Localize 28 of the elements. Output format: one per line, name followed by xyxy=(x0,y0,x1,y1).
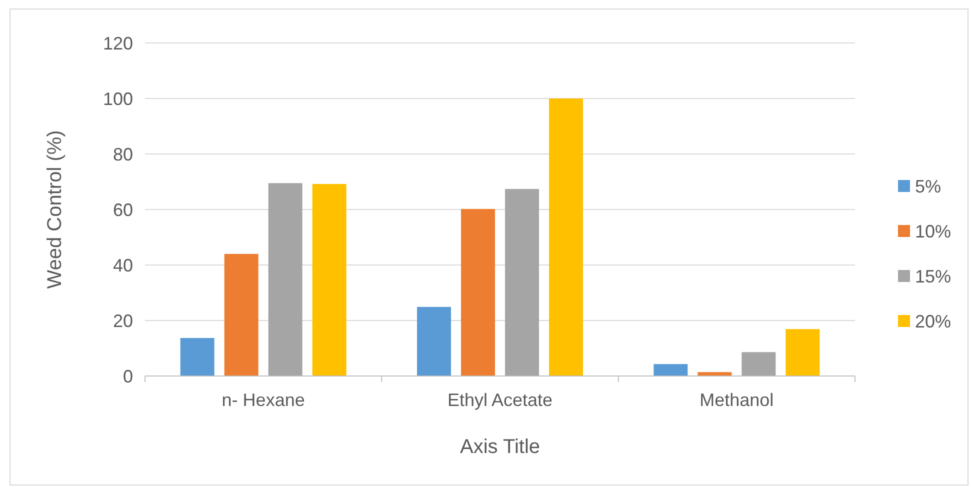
x-tick-label: n- Hexane xyxy=(222,390,305,410)
x-tick-label: Ethyl Acetate xyxy=(447,390,553,410)
bar xyxy=(742,352,776,376)
legend-label: 20% xyxy=(915,311,952,332)
bar xyxy=(549,98,583,376)
bar xyxy=(654,364,688,376)
bar xyxy=(461,208,495,376)
bar xyxy=(417,306,451,376)
y-tick-label: 40 xyxy=(112,255,133,276)
y-tick-label: 100 xyxy=(102,88,133,109)
bar xyxy=(698,372,732,376)
bar xyxy=(312,184,346,376)
y-tick-label: 20 xyxy=(112,310,133,331)
bar xyxy=(180,338,214,376)
legend-label: 15% xyxy=(915,266,952,286)
x-tick-label: Methanol xyxy=(700,390,774,410)
legend-label: 5% xyxy=(915,176,942,196)
y-tick-label: 60 xyxy=(112,200,133,220)
bar xyxy=(224,254,258,376)
y-tick-label: 80 xyxy=(112,144,133,164)
x-axis-title: Axis Title xyxy=(460,436,540,458)
y-axis-title: Weed Control (%) xyxy=(44,130,66,289)
bar xyxy=(505,188,539,376)
bar xyxy=(268,183,302,376)
y-tick-label: 0 xyxy=(122,366,133,386)
y-tick-label: 120 xyxy=(102,33,133,54)
bar xyxy=(786,329,820,376)
legend-label: 10% xyxy=(915,221,952,242)
